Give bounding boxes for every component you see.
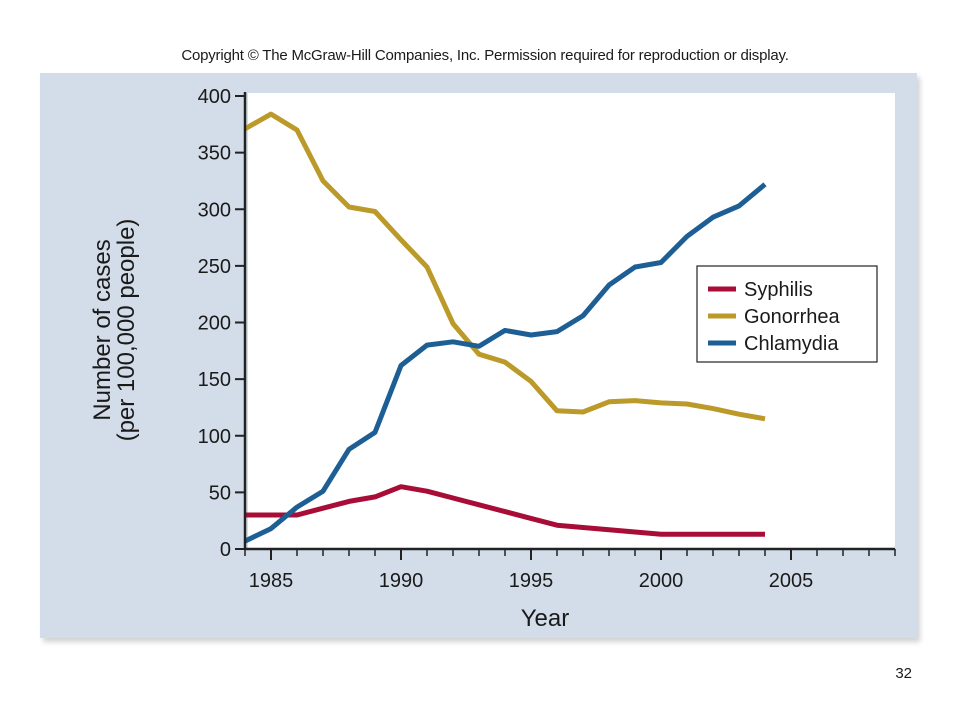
y-tick-label-400: 400 [198,86,231,108]
y-axis-title-line-2: (per 100,000 people) [113,219,140,442]
y-tick-label-250: 250 [198,256,231,278]
y-tick-label-150: 150 [198,369,231,391]
legend-label-gonorrhea: Gonorrhea [744,306,840,328]
y-axis-title-line-1: Number of cases [89,239,116,420]
page-number: 32 [895,665,912,682]
series-line-gonorrhea [243,111,766,422]
x-tick-label-1990: 1990 [379,570,424,592]
x-tick-label-1995: 1995 [509,570,554,592]
y-tick-label-350: 350 [198,143,231,165]
y-axis-title: Number of cases (per 100,000 people) [89,219,140,442]
series-layer [243,111,767,544]
x-tick-label-2005: 2005 [769,570,814,592]
series-line-syphilis [245,484,765,537]
x-tick-label-1985: 1985 [249,570,294,592]
y-tick-label-0: 0 [220,539,231,561]
x-axis-title: Year [521,605,570,632]
legend-label-chlamydia: Chlamydia [744,333,839,355]
legend: Syphilis Gonorrhea Chlamydia [696,265,878,363]
y-tick-label-50: 50 [209,482,231,504]
y-tick-label-100: 100 [198,426,231,448]
axis-layer: 0 50 100 150 200 250 300 350 400 1985 1990 1995 2000… [198,86,896,592]
y-tick-label-300: 300 [198,199,231,221]
legend-label-syphilis: Syphilis [744,279,813,301]
copyright-notice: Copyright © The McGraw-Hill Companies, I… [181,47,789,64]
x-tick-label-2000: 2000 [639,570,684,592]
y-tick-label-200: 200 [198,313,231,335]
series-line-chlamydia [243,182,767,544]
